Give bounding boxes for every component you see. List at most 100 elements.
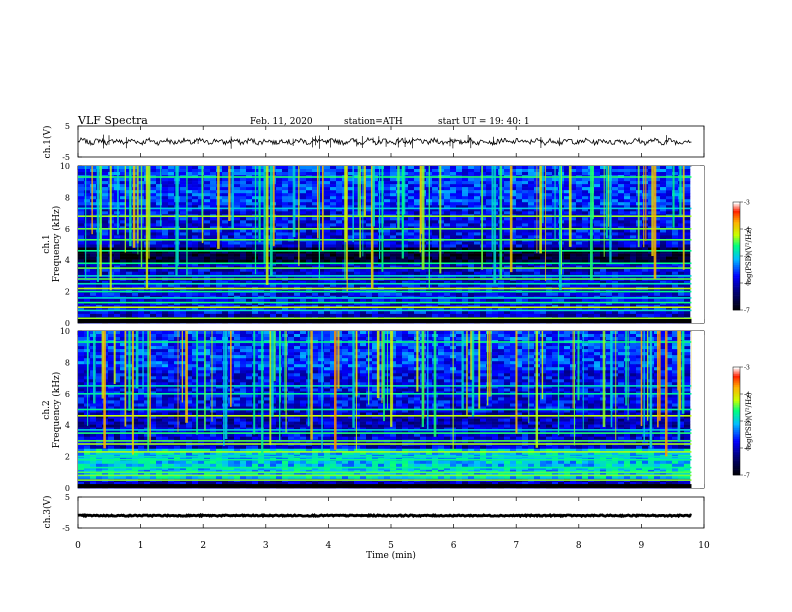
spectrogram-cell bbox=[288, 190, 295, 194]
spectrogram-cell bbox=[486, 202, 493, 206]
spectrogram-cell bbox=[210, 211, 217, 215]
spectrogram-cell bbox=[654, 259, 661, 263]
spectrogram-cell bbox=[282, 211, 289, 215]
spectrogram-cell bbox=[516, 301, 523, 306]
spectrogram-cell bbox=[366, 208, 373, 212]
spectrogram-cell bbox=[546, 265, 553, 269]
spectrogram-cell bbox=[228, 223, 235, 227]
spectrogram-cell bbox=[498, 283, 505, 288]
x-tick-label: 0 bbox=[75, 541, 81, 551]
spectrogram-cell bbox=[570, 259, 577, 263]
spectrogram-cell bbox=[168, 232, 175, 236]
spectrogram-cell bbox=[120, 208, 127, 212]
spectrogram-cell bbox=[612, 232, 619, 236]
spectrogram-cell bbox=[504, 262, 511, 266]
spectrogram-cell bbox=[462, 280, 469, 285]
spectrogram-cell bbox=[90, 196, 97, 200]
spectrogram-cell bbox=[654, 271, 661, 276]
spectrogram-cell bbox=[372, 220, 379, 224]
spectrogram-cell bbox=[618, 202, 625, 206]
spectrogram-cell bbox=[534, 256, 541, 260]
spectrogram-cell bbox=[276, 271, 283, 276]
spectrogram-cell bbox=[348, 211, 355, 215]
spectrogram-cell bbox=[378, 199, 385, 203]
spectrogram-cell bbox=[660, 301, 667, 306]
spectrogram-cell bbox=[162, 235, 169, 239]
spectrogram-cell bbox=[216, 298, 223, 303]
spectrogram-cell bbox=[156, 196, 163, 200]
spectrogram-cell bbox=[462, 211, 469, 215]
spectrogram-cell bbox=[654, 178, 661, 182]
spectrogram-cell bbox=[276, 301, 283, 306]
spectrogram-cell bbox=[192, 166, 199, 170]
spectrogram-cell bbox=[300, 190, 307, 194]
spectrogram-cell bbox=[270, 250, 277, 254]
spectrogram-cell bbox=[192, 178, 199, 182]
spectrogram-cell bbox=[420, 292, 427, 297]
spectrogram-cell bbox=[306, 271, 313, 276]
spectrogram-cell bbox=[666, 283, 673, 288]
spectrogram-cell bbox=[318, 181, 325, 185]
spectrogram-cell bbox=[390, 187, 397, 191]
spectrogram-cell bbox=[198, 205, 205, 209]
spectrogram-cell bbox=[282, 262, 289, 266]
spectrogram-cell bbox=[390, 232, 397, 236]
spectrogram-cell bbox=[606, 256, 613, 260]
spectrogram-cell bbox=[540, 259, 547, 263]
spectrogram-cell bbox=[222, 178, 229, 182]
spectrogram-cell bbox=[348, 169, 355, 173]
spectrogram-cell bbox=[294, 205, 301, 209]
spectrogram-cell bbox=[474, 196, 481, 200]
spectrogram-cell bbox=[408, 202, 415, 206]
spectrogram-cell bbox=[510, 187, 517, 191]
spectrogram-cell bbox=[462, 220, 469, 224]
spectrogram-cell bbox=[564, 271, 571, 276]
spectrogram-cell bbox=[378, 196, 385, 200]
spectrogram-cell bbox=[660, 169, 667, 173]
spectrogram-cell bbox=[258, 220, 265, 224]
spectrogram-cell bbox=[456, 241, 463, 245]
spectrogram-cell bbox=[684, 208, 691, 212]
spectrogram-cell bbox=[606, 265, 613, 269]
spectrogram-cell bbox=[312, 250, 319, 254]
spectrogram-cell bbox=[504, 169, 511, 173]
spectrogram-cell bbox=[348, 205, 355, 209]
spectrogram-cell bbox=[318, 280, 325, 285]
spectrogram-cell bbox=[594, 256, 601, 260]
spectrogram-cell bbox=[162, 190, 169, 194]
spectrogram-cell bbox=[114, 250, 121, 254]
spectrogram-cell bbox=[180, 169, 187, 173]
spectrogram-cell bbox=[162, 301, 169, 306]
spectrogram-cell bbox=[456, 211, 463, 215]
spectrogram-cell bbox=[642, 235, 649, 239]
spectrogram-cell bbox=[192, 172, 199, 176]
spectrogram-cell bbox=[528, 202, 535, 206]
spectrogram-cell bbox=[534, 280, 541, 285]
spectrogram-cell bbox=[330, 181, 337, 185]
spectrogram-cell bbox=[624, 220, 631, 224]
spectrogram-cell bbox=[444, 208, 451, 212]
spectrogram-cell bbox=[270, 301, 277, 306]
spectrogram-cell bbox=[168, 307, 175, 312]
spectrogram-cell bbox=[576, 232, 583, 236]
spectrogram-cell bbox=[564, 292, 571, 297]
spectrogram-cell bbox=[90, 169, 97, 173]
spectrogram-cell bbox=[324, 178, 331, 182]
spectrogram-cell bbox=[294, 223, 301, 227]
spectrogram-cell bbox=[348, 187, 355, 191]
spectrogram-cell bbox=[510, 229, 517, 233]
spectrogram-cell bbox=[216, 280, 223, 285]
spectrogram-cell bbox=[90, 262, 97, 266]
spectrogram-cell bbox=[396, 268, 403, 273]
spectrogram-cell bbox=[84, 181, 91, 185]
spectrogram-cell bbox=[324, 265, 331, 269]
spectrogram-cell bbox=[576, 217, 583, 221]
spectrogram-cell bbox=[666, 208, 673, 212]
spectrogram-cell bbox=[168, 193, 175, 197]
spectrogram-cell bbox=[642, 301, 649, 306]
spectrogram-cell bbox=[372, 253, 379, 257]
spectrogram-cell bbox=[198, 199, 205, 203]
spectrogram-cell bbox=[156, 271, 163, 276]
y-tick-label: -5 bbox=[62, 153, 70, 162]
spectrogram-cell bbox=[138, 298, 145, 303]
